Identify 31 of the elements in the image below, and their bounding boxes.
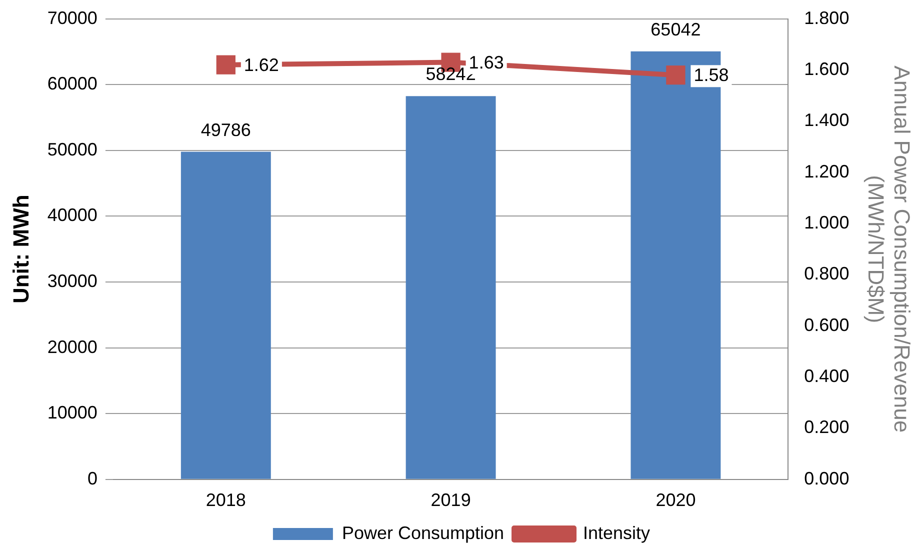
bar — [180, 152, 271, 479]
y2-tick-label: 1.800 — [804, 8, 850, 28]
bar — [406, 96, 496, 479]
y2-tick-label: 1.200 — [804, 161, 850, 182]
y-tick-label: 20000 — [47, 336, 98, 357]
y2-axis-title: Annual Power Consumption/Revenue (MWh/NTD$M) — [863, 66, 915, 433]
y-tick-label: 10000 — [47, 402, 98, 423]
y-tick-label: 40000 — [47, 205, 98, 226]
data-label: 49786 — [200, 120, 251, 140]
y2-tick-label: 1.400 — [804, 110, 850, 130]
y2-tick-label: 0.000 — [804, 468, 850, 488]
x-tick-label: 2018 — [206, 490, 246, 510]
data-label: 1.62 — [244, 54, 279, 75]
data-label: 65042 — [650, 19, 701, 40]
y2-tick-label: 1.600 — [804, 58, 850, 79]
y-tick-label: 60000 — [47, 74, 98, 94]
y-tick-label: 50000 — [47, 139, 98, 160]
y2-tick-label: 1.000 — [804, 212, 850, 232]
y-tick-label: 30000 — [47, 270, 98, 291]
y2-tick-label: 0.200 — [804, 417, 850, 438]
x-tick-label: 2019 — [430, 490, 471, 510]
y-axis-title: Unit: MWh — [8, 194, 34, 304]
y2-tick-label: 0.400 — [804, 366, 850, 386]
y-tick-label: 70000 — [47, 8, 98, 28]
y-tick-label: 0 — [87, 468, 98, 488]
data-label: 1.58 — [694, 65, 729, 86]
x-tick-label: 2020 — [656, 490, 696, 510]
legend-label: Power Consumption — [342, 522, 504, 543]
legend-label: Intensity — [583, 522, 650, 543]
y2-tick-label: 0.600 — [804, 314, 850, 335]
y2-tick-label: 0.800 — [804, 264, 850, 284]
